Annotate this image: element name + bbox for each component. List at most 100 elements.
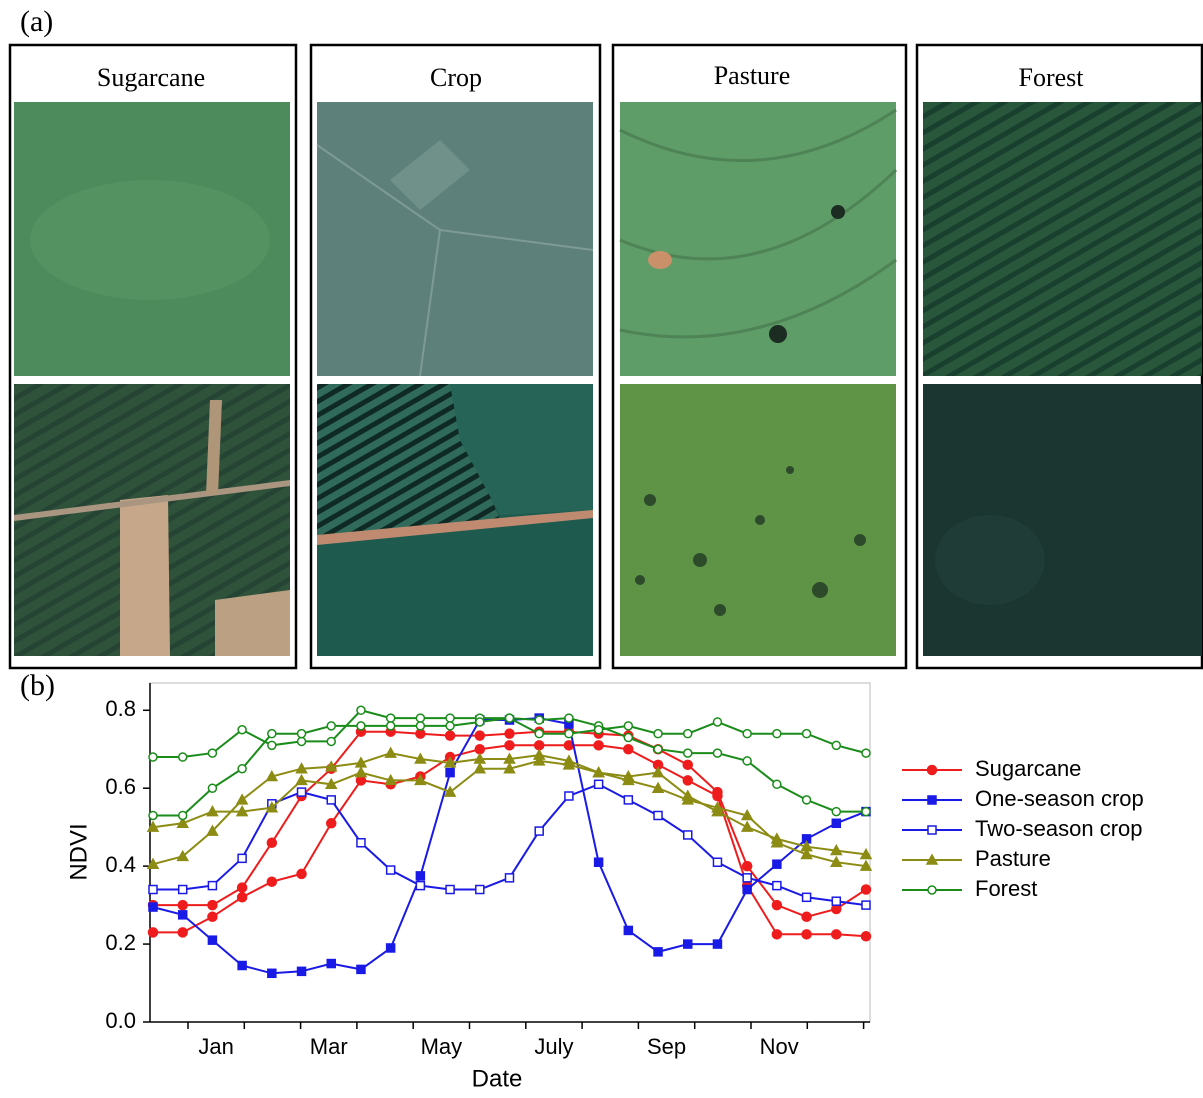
marker: [683, 728, 693, 739]
x-tick-label: May: [421, 1034, 463, 1059]
marker: [623, 732, 634, 743]
marker: [236, 892, 248, 903]
y-tick-label: 0.2: [105, 930, 136, 955]
marker: [861, 748, 871, 758]
marker: [740, 808, 754, 821]
marker: [237, 960, 247, 971]
marker: [770, 836, 784, 848]
marker: [860, 884, 872, 895]
marker: [623, 743, 634, 755]
marker: [206, 824, 219, 836]
marker: [177, 810, 188, 821]
legend-label: One-season crop: [975, 786, 1144, 811]
marker: [651, 766, 665, 778]
marker: [653, 810, 663, 821]
marker: [445, 713, 455, 723]
marker: [237, 725, 247, 735]
legend-entry: Sugarcane: [902, 756, 1081, 781]
marker: [831, 740, 842, 751]
y-tick-label: 0.6: [105, 774, 136, 799]
marker: [295, 762, 308, 774]
marker: [593, 779, 604, 790]
marker: [473, 762, 487, 774]
marker: [326, 818, 337, 829]
marker: [415, 721, 426, 731]
marker: [564, 713, 574, 723]
marker: [503, 752, 516, 764]
y-axis-title: NDVI: [65, 823, 92, 880]
marker: [207, 935, 218, 945]
marker: [445, 884, 455, 895]
marker: [534, 826, 544, 836]
marker: [859, 859, 873, 871]
marker: [324, 777, 338, 790]
legend-label: Sugarcane: [975, 756, 1081, 781]
marker: [266, 837, 278, 849]
marker: [801, 795, 812, 805]
marker: [926, 764, 938, 776]
marker: [712, 790, 723, 802]
marker: [653, 728, 663, 739]
marker: [296, 736, 307, 747]
marker: [771, 929, 783, 940]
plot-area: [149, 682, 871, 1023]
marker: [207, 783, 218, 793]
marker: [146, 820, 160, 832]
marker: [593, 740, 604, 751]
marker: [326, 958, 336, 969]
marker: [801, 911, 812, 923]
marker: [772, 859, 782, 869]
marker: [771, 899, 783, 911]
marker: [830, 844, 843, 856]
marker: [177, 910, 188, 920]
marker: [593, 725, 604, 735]
marker: [384, 773, 397, 786]
marker: [504, 740, 515, 751]
panel-title: Pasture: [714, 61, 791, 90]
marker: [237, 763, 247, 774]
marker: [148, 884, 158, 895]
series: [146, 746, 873, 871]
marker: [742, 884, 752, 895]
x-axis-title: Date: [472, 1065, 523, 1092]
marker: [148, 810, 158, 821]
marker: [532, 754, 546, 766]
marker: [623, 721, 634, 731]
marker: [831, 806, 842, 817]
marker: [414, 773, 427, 786]
marker: [475, 884, 485, 895]
legend-label: Two-season crop: [975, 816, 1143, 841]
y-tick-label: 0.0: [105, 1008, 136, 1033]
marker: [443, 756, 457, 768]
marker: [475, 717, 485, 727]
marker: [564, 791, 574, 801]
marker: [236, 882, 248, 893]
marker: [177, 884, 188, 895]
marker: [356, 838, 366, 848]
marker: [415, 871, 426, 881]
marker: [384, 746, 397, 758]
marker: [146, 857, 160, 869]
marker: [532, 748, 546, 760]
marker: [772, 728, 782, 739]
marker: [772, 880, 782, 891]
marker: [445, 767, 455, 778]
marker: [296, 868, 307, 880]
marker: [711, 801, 724, 813]
marker: [385, 713, 396, 723]
marker: [176, 849, 189, 862]
marker: [326, 721, 336, 731]
marker: [267, 740, 277, 751]
marker: [712, 857, 723, 867]
marker: [148, 902, 158, 912]
marker: [414, 752, 427, 764]
marker: [927, 885, 937, 895]
marker: [445, 721, 455, 731]
marker: [235, 793, 249, 805]
marker: [927, 795, 937, 805]
marker: [504, 728, 515, 739]
marker: [830, 855, 843, 867]
marker: [860, 931, 872, 942]
marker: [623, 925, 634, 936]
